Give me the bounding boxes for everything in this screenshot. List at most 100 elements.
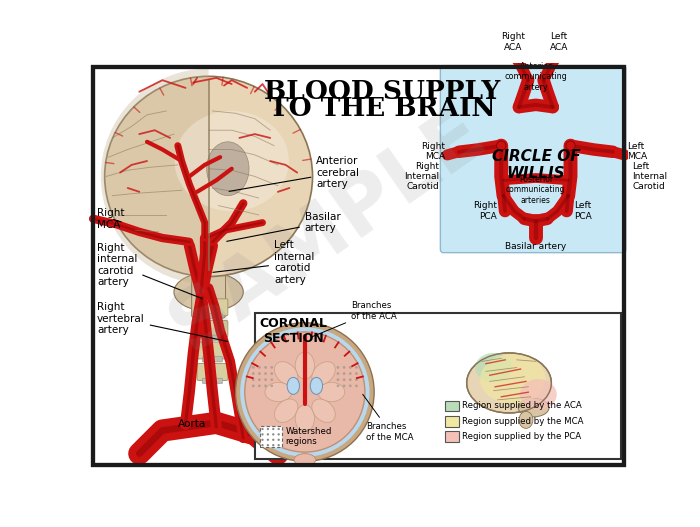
Circle shape [277,428,280,430]
Circle shape [343,385,346,387]
Circle shape [264,372,267,375]
Circle shape [258,385,261,387]
Text: Left
MCA: Left MCA [626,142,647,161]
Text: BLOOD SUPPLY: BLOOD SUPPLY [264,79,500,104]
Ellipse shape [174,272,244,311]
Text: Watershed
regions: Watershed regions [286,427,332,446]
Text: Region supplied by the MCA: Region supplied by the MCA [462,417,583,426]
Circle shape [355,378,358,381]
Ellipse shape [310,377,323,394]
Circle shape [267,444,269,446]
Circle shape [270,385,273,387]
Circle shape [261,438,264,441]
FancyBboxPatch shape [440,65,626,252]
FancyBboxPatch shape [445,431,459,442]
Ellipse shape [312,399,335,423]
Text: Right
PCA: Right PCA [473,201,498,221]
Ellipse shape [518,398,549,417]
Text: Anterior
communicating
artery: Anterior communicating artery [505,62,567,92]
Text: CIRCLE OF
WILLIS: CIRCLE OF WILLIS [491,149,580,181]
Ellipse shape [274,362,298,385]
Circle shape [355,366,358,369]
Ellipse shape [274,399,298,423]
FancyBboxPatch shape [202,335,223,340]
Text: Right
MCA: Right MCA [421,142,445,161]
Ellipse shape [105,76,313,277]
Circle shape [343,378,346,381]
Circle shape [337,372,340,375]
Circle shape [337,366,340,369]
Text: Anterior
cerebral
artery: Anterior cerebral artery [229,156,359,191]
Text: Aorta: Aorta [178,419,206,430]
Text: Left
Internal
Carotid: Left Internal Carotid [632,162,667,191]
Text: Left
PCA: Left PCA [574,201,592,221]
Text: Branches
of the ACA: Branches of the ACA [312,301,397,337]
Text: Right
ACA: Right ACA [500,32,525,52]
Ellipse shape [467,353,552,413]
Ellipse shape [519,412,533,428]
Text: CORONAL
SECTION: CORONAL SECTION [259,317,328,345]
Ellipse shape [206,142,249,196]
Circle shape [337,378,340,381]
Circle shape [270,366,273,369]
Circle shape [270,372,273,375]
Text: Right
Internal
Carotid: Right Internal Carotid [405,162,440,191]
FancyBboxPatch shape [202,357,223,362]
Circle shape [349,378,351,381]
Circle shape [337,385,340,387]
Ellipse shape [295,405,314,432]
Circle shape [349,366,351,369]
Text: TO THE BRAIN: TO THE BRAIN [269,96,495,121]
FancyBboxPatch shape [202,378,223,384]
Circle shape [277,444,280,446]
Circle shape [261,428,264,430]
Ellipse shape [287,377,300,394]
Circle shape [272,428,274,430]
Circle shape [566,141,575,150]
Ellipse shape [318,383,345,402]
Ellipse shape [312,362,335,385]
Circle shape [343,372,346,375]
Circle shape [252,385,255,387]
Circle shape [349,372,351,375]
Text: Basilar artery: Basilar artery [505,242,566,251]
Text: Left
ACA: Left ACA [550,32,568,52]
Circle shape [264,366,267,369]
Text: Right
internal
carotid
artery: Right internal carotid artery [97,242,202,299]
Circle shape [272,438,274,441]
Text: Right
MCA: Right MCA [97,208,125,230]
Circle shape [270,378,273,381]
Wedge shape [101,69,209,284]
Text: Region supplied by the ACA: Region supplied by the ACA [462,402,582,411]
Circle shape [355,385,358,387]
Circle shape [235,323,374,461]
Circle shape [277,433,280,435]
Circle shape [245,332,365,452]
Circle shape [272,444,274,446]
Ellipse shape [174,111,289,211]
Circle shape [267,433,269,435]
Circle shape [252,378,255,381]
Text: Right
vertebral
artery: Right vertebral artery [97,302,228,341]
Text: Branches
of the MCA: Branches of the MCA [363,394,414,442]
Circle shape [343,366,346,369]
Ellipse shape [265,383,292,402]
Text: Posterior
communicating
arteries: Posterior communicating arteries [506,175,566,204]
Circle shape [261,433,264,435]
Ellipse shape [294,454,316,466]
Text: Basilar
artery: Basilar artery [227,212,341,241]
FancyBboxPatch shape [192,266,225,318]
FancyBboxPatch shape [197,364,228,380]
Ellipse shape [475,353,512,382]
Circle shape [349,385,351,387]
Circle shape [496,141,506,150]
Circle shape [267,438,269,441]
Text: SAMPLE: SAMPLE [156,94,500,367]
Circle shape [261,444,264,446]
Ellipse shape [295,352,314,379]
FancyBboxPatch shape [260,426,282,447]
Circle shape [258,366,261,369]
FancyBboxPatch shape [445,401,459,411]
Text: Region supplied by the PCA: Region supplied by the PCA [462,432,581,441]
FancyBboxPatch shape [202,314,223,319]
